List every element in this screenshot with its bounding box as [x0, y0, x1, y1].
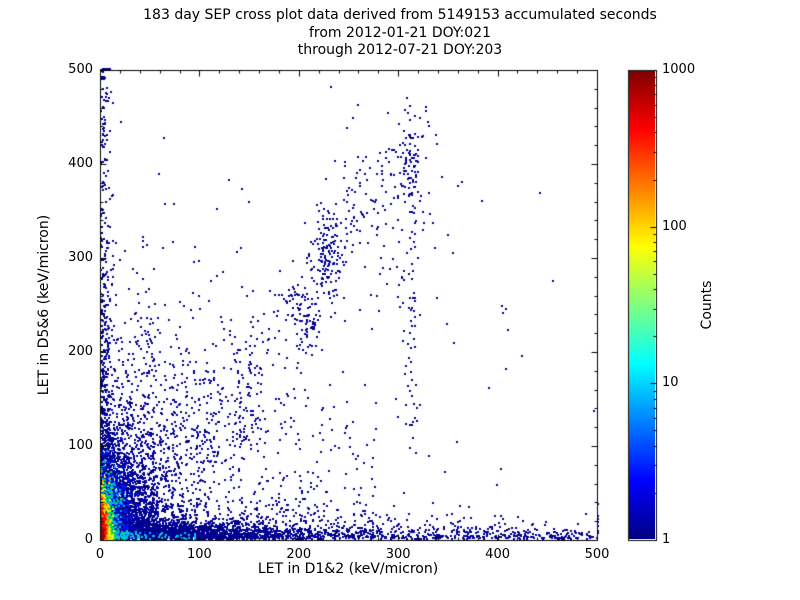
x-tick-label: 400 [485, 547, 510, 562]
x-tick-label: 500 [584, 547, 610, 562]
colorbar-label: Counts [699, 280, 715, 330]
chart-title-line3: through 2012-07-21 DOY:203 [297, 42, 503, 58]
y-tick-label: 0 [84, 532, 93, 547]
y-tick-label: 400 [68, 156, 93, 171]
x-tick-label: 200 [286, 547, 312, 562]
colorbar-tick-label: 10 [662, 375, 679, 390]
y-tick-label: 300 [68, 250, 93, 265]
colorbar-tick-label: 100 [662, 219, 687, 234]
chart-title: 183 day SEP cross plot data derived from… [0, 7, 800, 60]
chart-title-line2: from 2012-01-21 DOY:021 [308, 24, 491, 41]
y-tick-label: 100 [68, 438, 93, 453]
chart-title-line1: 183 day SEP cross plot data derived from… [143, 7, 657, 23]
colorbar-tick-label: 1000 [662, 62, 696, 77]
x-tick-label: 100 [186, 547, 212, 562]
colorbar-tick-label: 1 [662, 532, 671, 547]
y-axis-label: LET in D5&6 (keV/micron) [36, 214, 52, 396]
x-tick-label: 300 [385, 547, 411, 562]
y-tick-label: 200 [68, 344, 93, 359]
y-tick-label: 500 [68, 62, 93, 77]
x-axis-label: LET in D1&2 (keV/micron) [257, 561, 439, 577]
x-tick-label: 0 [95, 547, 105, 562]
